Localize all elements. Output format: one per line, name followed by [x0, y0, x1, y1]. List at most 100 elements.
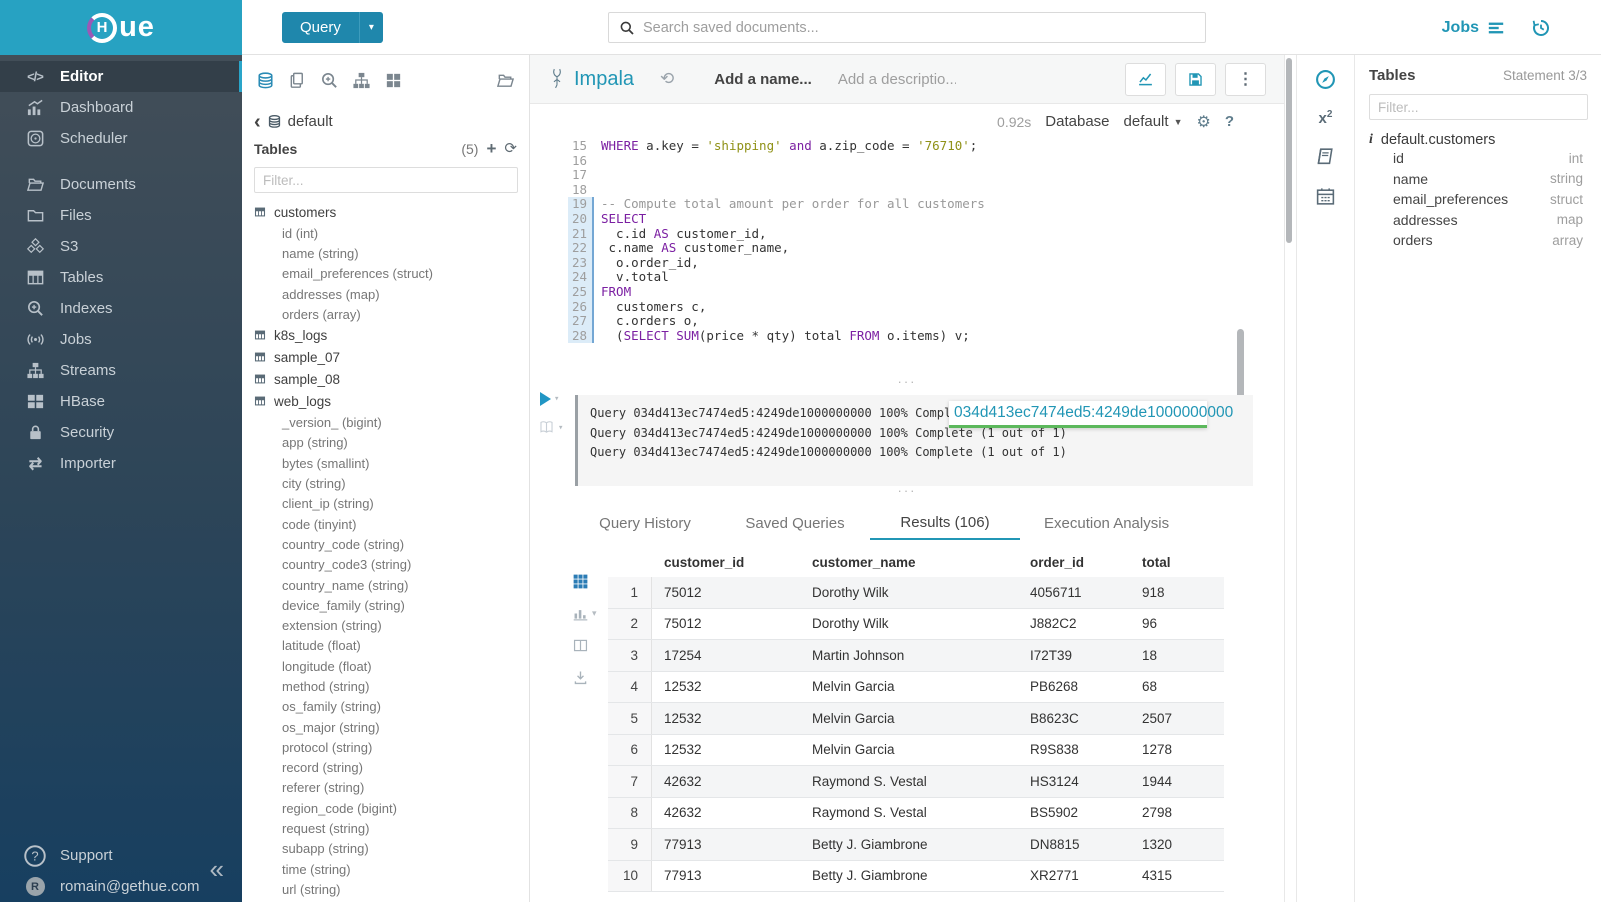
assist-column[interactable]: _version_ (bigint)	[282, 415, 382, 431]
result-row[interactable]: 9 77913 Betty J. Giambrone DN8815 1320	[608, 829, 1224, 861]
assist-column[interactable]: bytes (smallint)	[282, 455, 370, 471]
assist-column[interactable]: addresses (map)	[282, 286, 380, 302]
new-query-split-button[interactable]: Query ▾	[282, 12, 383, 43]
sidebar-item-tables[interactable]: Tables	[0, 262, 242, 293]
assist-column[interactable]: country_code3 (string)	[282, 557, 412, 573]
code-line[interactable]: 21 c.id AS customer_id,	[530, 226, 1284, 242]
assist-column[interactable]: extension (string)	[282, 618, 382, 634]
assist-column[interactable]: name (string)	[282, 245, 359, 261]
assist-column[interactable]: region_code (bigint)	[282, 800, 397, 816]
sidebar-item-security[interactable]: Security	[0, 417, 242, 448]
editor-scrollbar[interactable]	[1237, 329, 1244, 437]
database-name[interactable]: default	[287, 113, 333, 130]
table-column-email-preferences[interactable]: email_preferences struct	[1369, 189, 1587, 210]
presentation-mode-button[interactable]: ▾	[538, 419, 563, 436]
col-header-customer-id[interactable]: customer_id	[664, 554, 745, 570]
assist-column[interactable]: url (string)	[282, 881, 341, 897]
assist-column[interactable]: app (string)	[282, 435, 348, 451]
assist-column[interactable]: os_family (string)	[282, 699, 381, 715]
functions-icon[interactable]: x2	[1318, 109, 1333, 127]
result-row[interactable]: 1 75012 Dorothy Wilk 4056711 918	[608, 577, 1224, 609]
download-button[interactable]	[572, 669, 597, 686]
more-actions-button[interactable]: ⋮	[1225, 62, 1266, 96]
code-line[interactable]: 27 c.orders o,	[530, 313, 1284, 329]
assist-column[interactable]: country_name (string)	[282, 577, 409, 593]
assist-table-k8s-logs[interactable]: k8s_logs	[254, 324, 529, 346]
assist-column[interactable]: os_major (string)	[282, 719, 380, 735]
table-column-orders[interactable]: orders array	[1369, 230, 1587, 251]
result-row[interactable]: 6 12532 Melvin Garcia R9S838 1278	[608, 734, 1224, 766]
search-input[interactable]	[643, 19, 1195, 36]
grid-view-button[interactable]	[572, 573, 597, 590]
editor-history-icon[interactable]: ⟲	[660, 69, 675, 88]
assist-column[interactable]: subapp (string)	[282, 841, 369, 857]
columns-view-button[interactable]	[572, 637, 597, 654]
sidebar-item-importer[interactable]: ⇄ Importer	[0, 448, 242, 479]
result-row[interactable]: 2 75012 Dorothy Wilk J882C2 96	[608, 608, 1224, 640]
query-name-field[interactable]: Add a name...	[714, 70, 812, 88]
sidebar-item-hbase[interactable]: HBase	[0, 386, 242, 417]
refresh-icon[interactable]: ⟳	[504, 140, 517, 157]
code-line[interactable]: 15 WHERE a.key = 'shipping' and a.zip_cod…	[530, 138, 1284, 154]
assist-column[interactable]: request (string)	[282, 821, 370, 837]
sidebar-item-indexes[interactable]: Indexes	[0, 293, 242, 324]
sitemap-icon[interactable]	[352, 71, 371, 90]
code-line[interactable]: 24 v.total	[530, 270, 1284, 285]
query-id-link[interactable]: 034d413ec7474ed5:4249de1000000000	[949, 401, 1233, 428]
resize-handle-top[interactable]: ···	[897, 374, 917, 389]
code-line[interactable]: 16	[530, 153, 1284, 169]
code-line[interactable]: 22 c.name AS customer_name,	[530, 240, 1284, 256]
assist-column[interactable]: record (string)	[282, 760, 363, 776]
assist-table-web-logs[interactable]: web_logs	[254, 390, 529, 412]
language-reference-icon[interactable]	[1315, 146, 1336, 167]
assist-column[interactable]: referer (string)	[282, 780, 365, 796]
zoom-in-icon[interactable]	[320, 71, 339, 90]
assist-column[interactable]: orders (array)	[282, 306, 361, 322]
sidebar-item-editor[interactable]: </> Editor	[0, 61, 242, 92]
save-button[interactable]	[1175, 62, 1216, 96]
assist-column[interactable]: method (string)	[282, 678, 370, 694]
col-header-total[interactable]: total	[1142, 554, 1171, 570]
jobs-link[interactable]: Jobs	[1442, 19, 1505, 37]
assist-column[interactable]: email_preferences (struct)	[282, 266, 433, 282]
resize-handle-bottom[interactable]: ···	[897, 483, 917, 498]
page-scrollbar[interactable]	[1286, 58, 1292, 243]
assist-column[interactable]: country_code (string)	[282, 536, 405, 552]
assist-column[interactable]: city (string)	[282, 476, 346, 492]
sidebar-item-dashboard[interactable]: Dashboard	[0, 92, 242, 123]
help-icon[interactable]: ?	[1224, 113, 1234, 130]
assist-column[interactable]: id (int)	[282, 225, 319, 241]
sidebar-collapse-icon[interactable]: «	[209, 854, 224, 884]
chart-button[interactable]	[1125, 62, 1166, 96]
result-row[interactable]: 7 42632 Raymond S. Vestal HS3124 1944	[608, 766, 1224, 798]
result-row[interactable]: 4 12532 Melvin Garcia PB6268 68	[608, 671, 1224, 703]
chart-view-button[interactable]: ▾	[572, 605, 597, 622]
sidebar-item-scheduler[interactable]: Scheduler	[0, 123, 242, 154]
folder-documents-icon[interactable]	[496, 71, 515, 90]
query-button[interactable]: Query	[282, 12, 359, 43]
assist-table-sample-07[interactable]: sample_07	[254, 346, 529, 368]
result-row[interactable]: 8 42632 Raymond S. Vestal BS5902 2798	[608, 797, 1224, 829]
back-chevron-icon[interactable]: ‹	[254, 110, 261, 133]
col-header-order-id[interactable]: order_id	[1030, 554, 1085, 570]
code-line[interactable]: 20 SELECT	[530, 211, 1284, 227]
assist-table-sample-08[interactable]: sample_08	[254, 368, 529, 390]
query-history-icon[interactable]	[1531, 18, 1551, 38]
active-table-row[interactable]: i default.customers	[1369, 132, 1587, 148]
assist-column[interactable]: protocol (string)	[282, 739, 373, 755]
assist-column[interactable]: latitude (float)	[282, 638, 361, 654]
assist-table-customers[interactable]: customers	[254, 201, 529, 223]
result-row[interactable]: 3 17254 Martin Johnson I72T39 18	[608, 640, 1224, 672]
tab-results-106[interactable]: Results (106)	[870, 507, 1020, 540]
databases-source-icon[interactable]	[256, 71, 275, 90]
code-line[interactable]: 28 (SELECT SUM(price * qty) total FROM o…	[530, 328, 1284, 344]
table-column-id[interactable]: id int	[1369, 148, 1587, 169]
hue-logo[interactable]: H ue	[87, 11, 155, 44]
assist-column[interactable]: client_ip (string)	[282, 496, 374, 512]
code-line[interactable]: 17	[530, 168, 1284, 183]
database-select[interactable]: default ▼	[1123, 113, 1183, 130]
code-editor[interactable]: ▾ ▾ 15 WHERE a.key = 'shipping' and a.zip…	[530, 138, 1284, 437]
assist-filter-input[interactable]	[254, 167, 518, 193]
result-row[interactable]: 10 77913 Betty J. Giambrone XR2771 4315	[608, 860, 1224, 892]
code-line[interactable]: 19 -- Compute total amount per order for …	[530, 197, 1284, 212]
